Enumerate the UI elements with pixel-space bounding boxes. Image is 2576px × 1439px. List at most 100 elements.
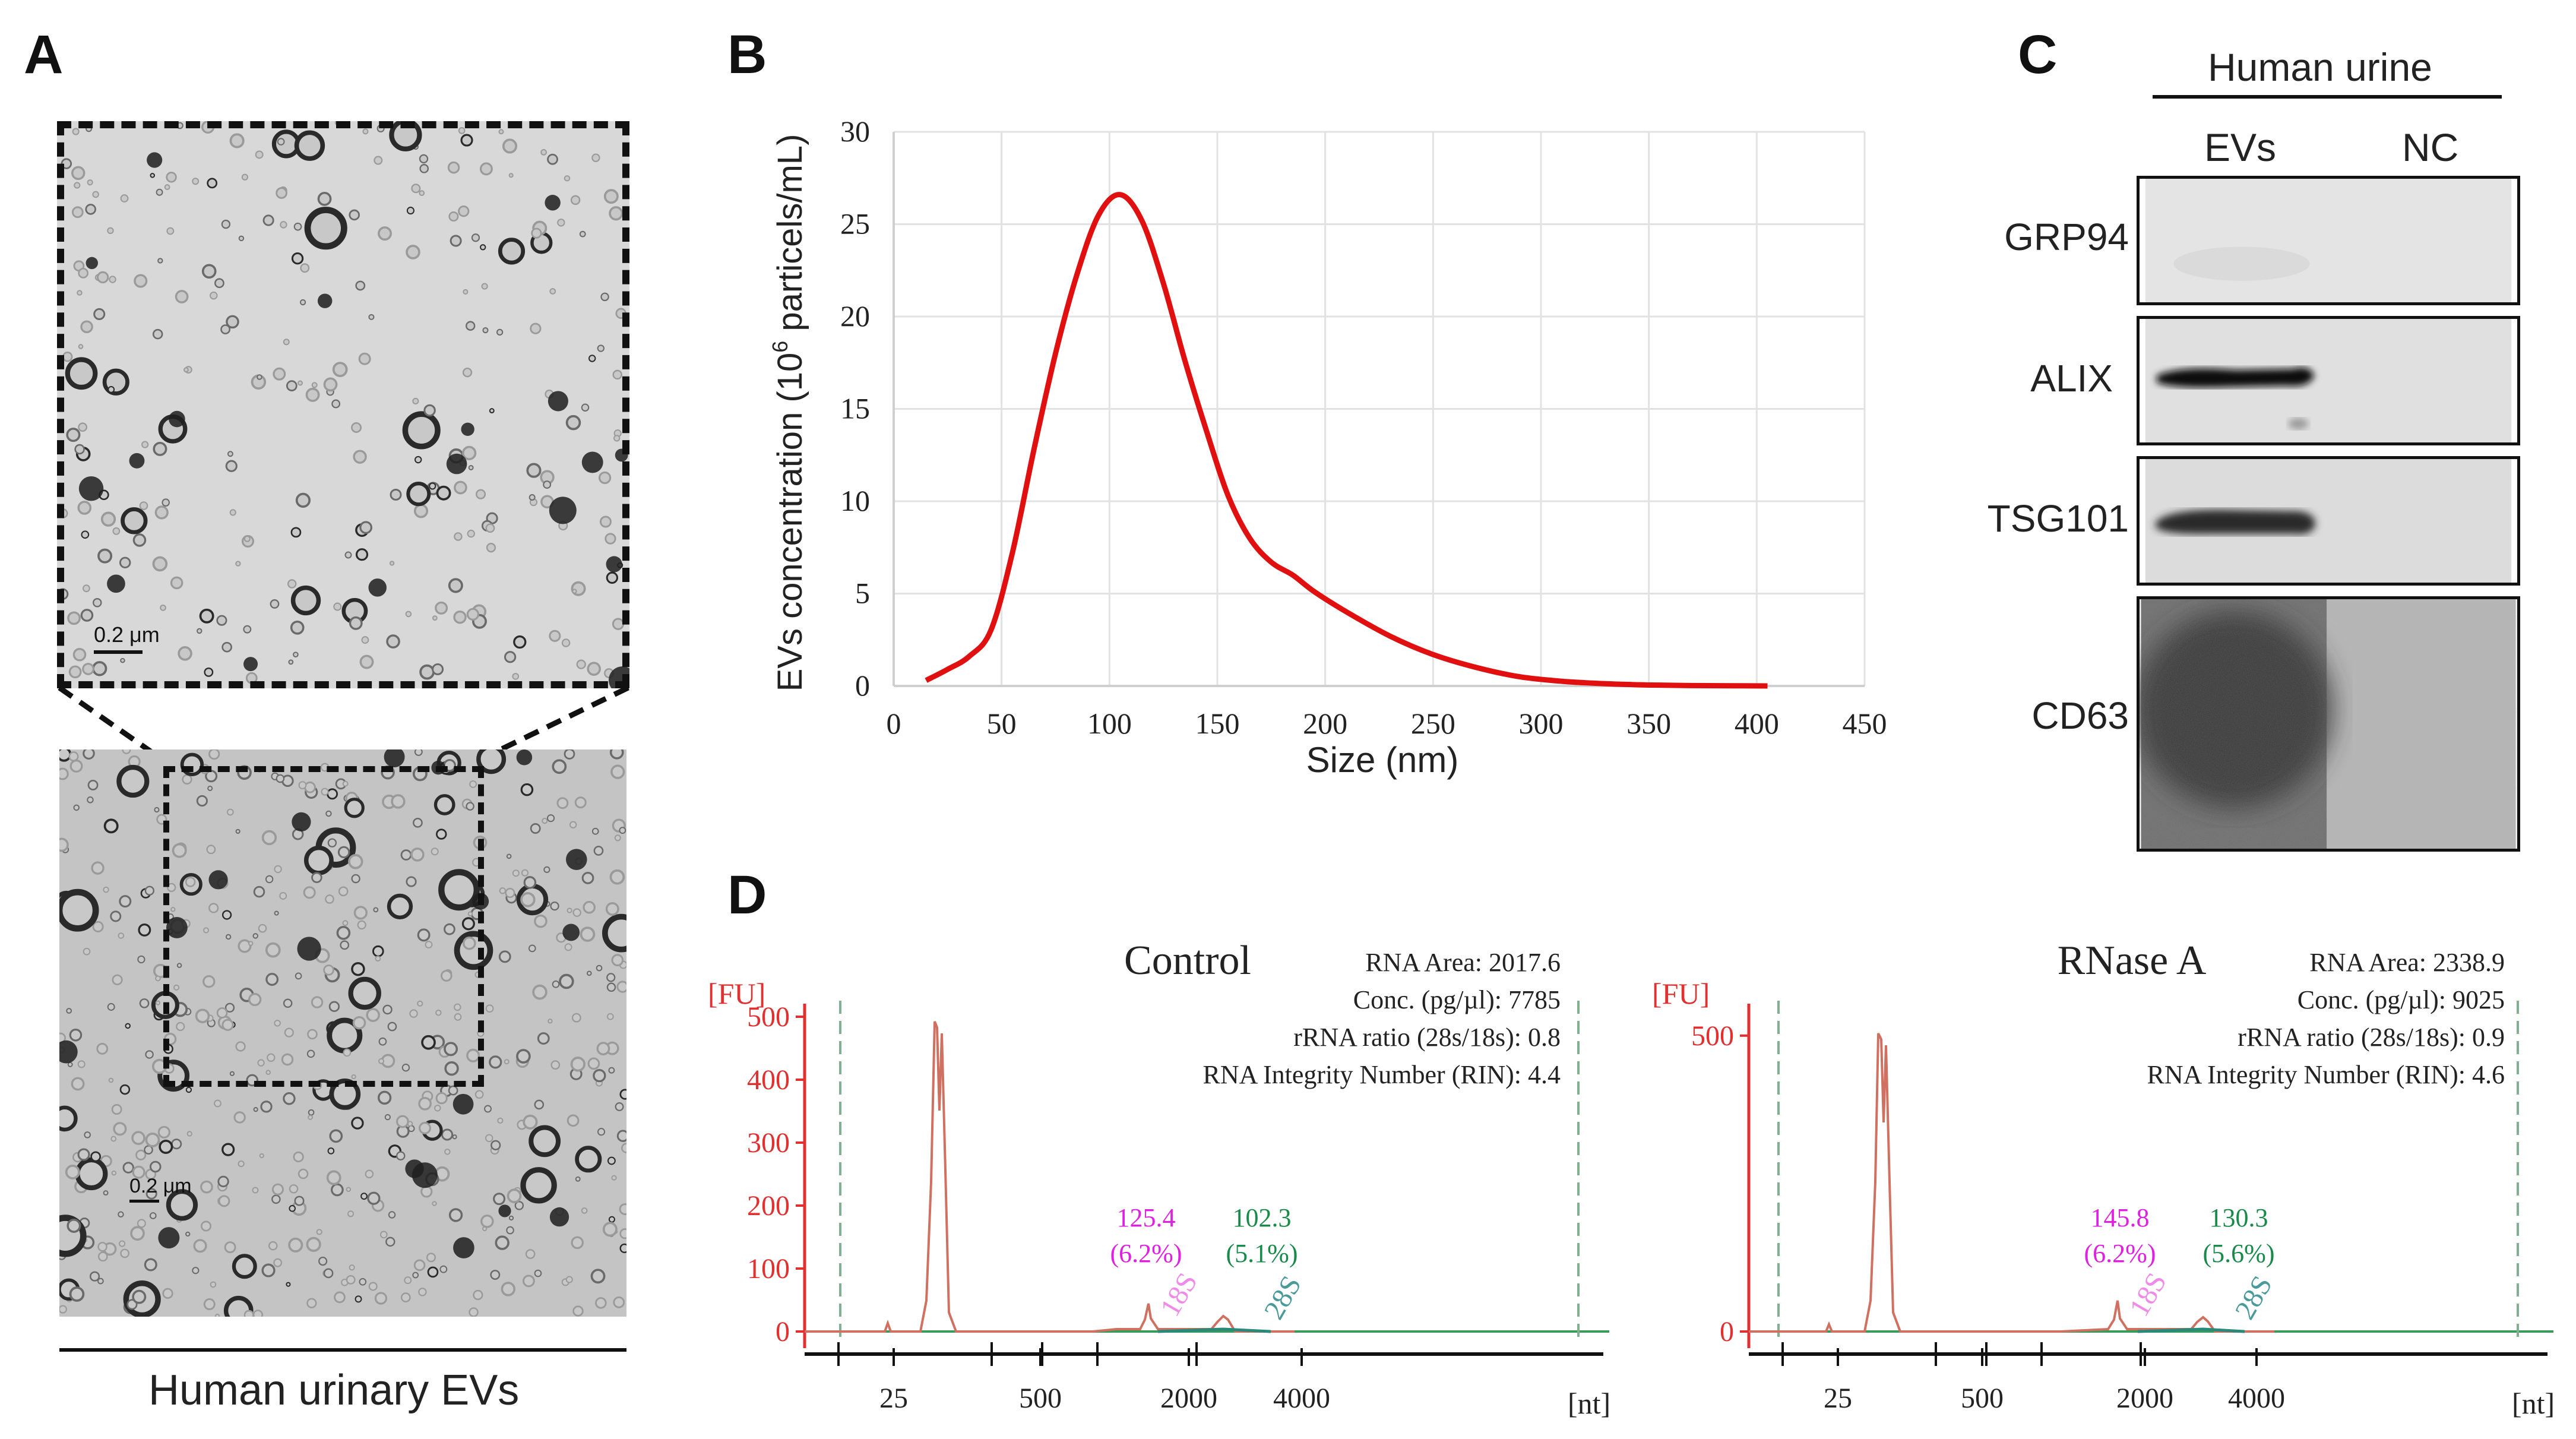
control-y-axis: 0 100 200 300 400 500 [747,1001,805,1348]
vesicle [508,173,514,178]
vesicle [203,927,210,934]
vesicle [195,1008,210,1023]
vesicle [327,838,337,847]
control-trace-green [1157,1327,1271,1333]
vesicle [59,749,72,762]
vesicle [610,764,625,779]
vesicle [581,1207,588,1214]
control-18s-pct: (6.2%) [1110,1239,1182,1268]
zoom-connector-lines [58,685,629,762]
vesicle [466,321,476,331]
y-tick-label: 300 [747,1127,790,1159]
vesicle [490,1140,501,1150]
vesicle [611,1175,617,1181]
vesicle-cluster [562,924,580,941]
vesicle [485,1134,493,1143]
vesicle [259,1153,264,1159]
vesicle [77,290,83,296]
vesicle [238,939,252,953]
vesicle [323,377,338,392]
vesicle [593,1069,606,1083]
vesicle [606,1013,614,1020]
control-18s-label: 18S [1154,1267,1204,1321]
vesicle [265,973,279,986]
vesicle [349,209,360,221]
vesicle [351,874,360,884]
vesicle [69,759,83,773]
vesicle [257,374,262,380]
vesicle [462,367,473,378]
vesicle [59,767,69,780]
vesicle [82,663,94,675]
vesicle [485,1004,494,1013]
vesicle [505,888,515,898]
vesicle [225,460,238,472]
vesicle [119,556,131,569]
vesicle [137,955,145,964]
vesicle [588,355,596,362]
vesicle [606,571,618,584]
vesicle [605,533,616,545]
vesicle [72,128,80,135]
vesicle [353,450,367,464]
vesicle [613,435,621,442]
vesicle [616,1130,626,1142]
vesicle [480,1215,494,1228]
vesicle [183,367,189,373]
vesicle [619,827,626,834]
vesicle [248,941,254,946]
vesicle [387,1021,397,1032]
vesicle [207,178,218,189]
y-tick-label: 200 [747,1190,790,1222]
protein-label-tsg101: TSG101 [1987,497,2129,540]
vesicle [113,1122,127,1136]
vesicle [436,485,451,501]
vesicle [280,221,287,229]
vesicle [482,327,489,334]
vesicle [550,901,559,911]
tem-vesicles-overview [59,749,626,1317]
vesicle [318,1257,328,1266]
vesicle [325,810,332,817]
vesicle [438,869,480,911]
vesicle-cluster [384,749,405,768]
vesicle-cluster [549,496,577,524]
vesicle [561,638,571,647]
blot-alix-image [2145,319,2512,442]
vesicle [200,1180,213,1194]
vesicle [412,397,419,404]
vesicle [571,1236,584,1250]
vesicle [498,238,526,265]
vesicle [444,1149,451,1155]
vesicle [400,1292,411,1303]
vesicle [353,906,368,920]
vesicle-cluster [166,917,188,938]
vesicle [572,589,577,594]
vesicle [412,1272,419,1279]
vesicle [221,641,232,653]
vesicle [608,1216,615,1223]
vesicle [362,128,369,135]
vesicle [540,148,547,156]
vesicle [122,1162,134,1174]
vesicle [427,1266,439,1278]
vesicle [368,1282,378,1291]
x-tick-label: 200 [1303,707,1347,740]
vesicle [530,823,541,834]
vesicle [80,320,93,333]
vesicle [425,941,433,949]
vesicle [351,962,365,976]
vesicle [235,828,240,834]
vesicle [327,1147,335,1155]
vesicle [80,609,94,622]
vesicle [132,1289,147,1304]
vesicle [463,289,469,295]
vesicle [77,501,92,515]
vesicle [439,1265,448,1273]
vesicle [448,1085,458,1096]
vesicle [423,404,436,417]
vesicle [355,1295,362,1303]
vesicle [120,657,125,663]
vesicle [178,646,192,661]
vesicle [91,861,105,875]
